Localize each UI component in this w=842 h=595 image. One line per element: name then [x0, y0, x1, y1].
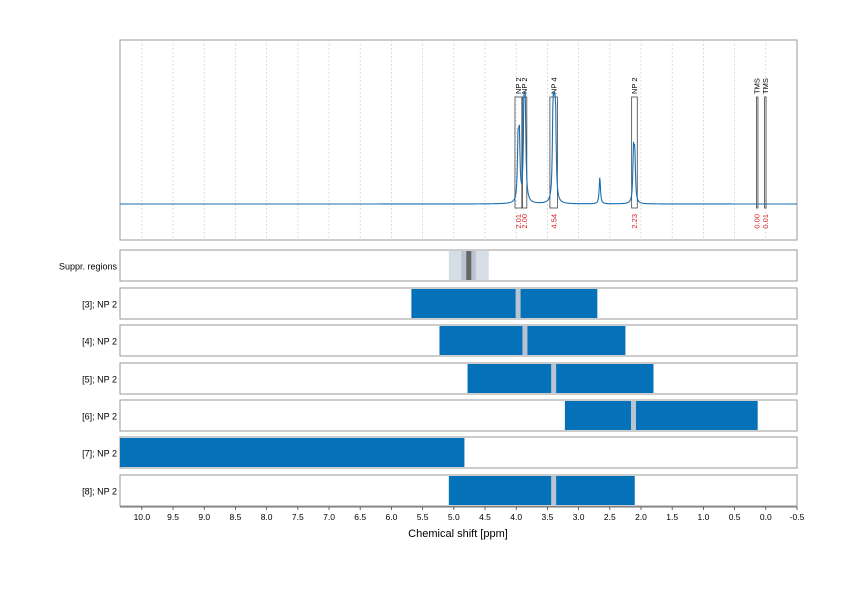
- suppr-row-label: Suppr. regions: [59, 262, 118, 272]
- x-axis: 10.0 9.5 9.0 8.5 8.0 7.5 7.0 6.5 6.0 5.5 5.0 4.5 4.0…: [120, 506, 805, 522]
- x-tick-label: 8.5: [230, 512, 242, 522]
- integral-value: 4.54: [549, 214, 558, 229]
- bar-marker: [522, 326, 528, 355]
- x-tick-label: 9.0: [198, 512, 210, 522]
- x-tick-label: 4.5: [479, 512, 491, 522]
- integral-label: TMS: [753, 78, 762, 94]
- bar-row-label: [3]; NP 2: [82, 300, 117, 310]
- bar-row-label: [4]; NP 2: [82, 337, 117, 347]
- x-tick-label: 1.5: [666, 512, 678, 522]
- bar-marker: [515, 289, 521, 318]
- x-tick-label: 8.0: [261, 512, 273, 522]
- bar: [448, 476, 635, 505]
- integral-region: [756, 96, 759, 209]
- integral-value: 2.23: [630, 214, 639, 229]
- x-tick-label: 4.0: [510, 512, 522, 522]
- bar: [120, 438, 465, 467]
- x-tick-label: 0.0: [760, 512, 772, 522]
- bar: [439, 326, 626, 355]
- x-tick-label: 6.0: [386, 512, 398, 522]
- bar-row-label: [8]; NP 2: [82, 487, 117, 497]
- x-tick-label: 1.0: [697, 512, 709, 522]
- x-tick-label: 3.0: [573, 512, 585, 522]
- spectrum-frame: [119, 39, 798, 241]
- bar-row-label: [6]; NP 2: [82, 412, 117, 422]
- bar-marker: [551, 364, 557, 393]
- x-tick-label: 10.0: [134, 512, 151, 522]
- integral-region: [514, 96, 523, 209]
- bar: [564, 401, 758, 430]
- x-tick-label: 7.0: [323, 512, 335, 522]
- bar-panels: Suppr. regions [3]; NP 2 [4]; NP 2 [5]; NP …: [59, 249, 798, 507]
- x-tick-label: 2.0: [635, 512, 647, 522]
- x-tick-label: 6.5: [354, 512, 366, 522]
- integral-label: NP 2: [520, 77, 529, 94]
- integral-region: [764, 96, 767, 209]
- x-tick-label: -0.5: [790, 512, 805, 522]
- x-tick-label: 5.0: [448, 512, 460, 522]
- integral-label: TMS: [761, 78, 770, 94]
- bar: [411, 289, 598, 318]
- bar-marker: [551, 476, 557, 505]
- spectrum-panel: NP 2 2.01 NP 2 2.00 NP 4 4.54 NP 2 2.23 TMS 0.00 T…: [119, 39, 798, 241]
- bar: [467, 364, 654, 393]
- x-axis-label: Chemical shift [ppm]: [408, 528, 508, 540]
- integral-value: 0.00: [753, 214, 762, 229]
- integral-region: [631, 96, 638, 209]
- suppr-core-region: [466, 251, 472, 280]
- x-tick-label: 5.5: [417, 512, 429, 522]
- x-tick-label: 3.5: [542, 512, 554, 522]
- integral-region: [522, 96, 528, 209]
- integral-label: NP 2: [514, 77, 523, 94]
- integral-value: 2.01: [514, 214, 523, 229]
- x-tick-label: 0.5: [729, 512, 741, 522]
- integral-label: NP 4: [549, 77, 558, 94]
- integral-label: NP 2: [630, 77, 639, 94]
- bar-row-label: [7]; NP 2: [82, 449, 117, 459]
- x-tick-label: 2.5: [604, 512, 616, 522]
- x-tick-label: 9.5: [167, 512, 179, 522]
- bar-marker: [631, 401, 637, 430]
- integral-value: 0.01: [761, 214, 770, 229]
- x-tick-label: 7.5: [292, 512, 304, 522]
- integral-value: 2.00: [520, 214, 529, 229]
- spectrum-trace: [120, 90, 797, 205]
- bar-panel-frame: [119, 362, 798, 395]
- bar-row-label: [5]; NP 2: [82, 375, 117, 385]
